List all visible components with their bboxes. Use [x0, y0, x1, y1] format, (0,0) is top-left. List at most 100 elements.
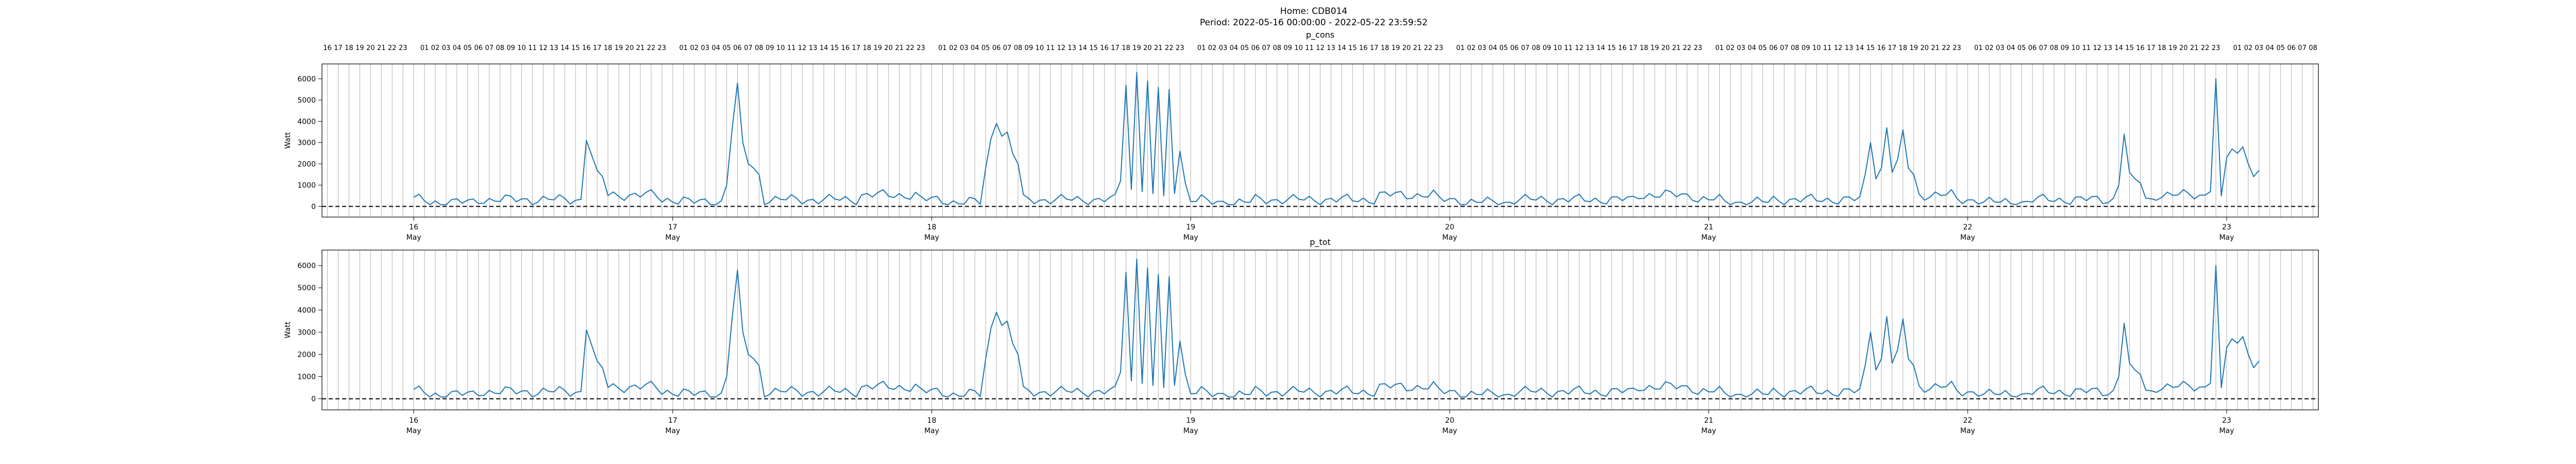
top-hour-label: 19	[615, 44, 623, 52]
top-hour-label: 22	[906, 44, 914, 52]
top-hour-label: 12	[1575, 44, 1584, 52]
top-hour-label: 16	[582, 44, 591, 52]
top-hour-label: 22	[647, 44, 656, 52]
top-hour-label: 10	[1294, 44, 1303, 52]
top-hour-label: 01	[1456, 44, 1465, 52]
panel-title: p_tot	[1310, 237, 1331, 247]
y-tick-label: 4000	[297, 118, 316, 126]
top-hour-label: 01	[420, 44, 429, 52]
y-tick-label: 1000	[297, 181, 316, 190]
top-hour-label: 18	[1899, 44, 1907, 52]
top-hour-label: 04	[453, 44, 462, 52]
top-hour-label: 20	[2179, 44, 2188, 52]
series-line	[413, 258, 2260, 397]
top-hour-label: 05	[981, 44, 990, 52]
top-hour-label: 12	[1057, 44, 1066, 52]
top-hour-label: 09	[766, 44, 774, 52]
top-hour-label: 09	[1025, 44, 1033, 52]
top-hour-label: 19	[1651, 44, 1659, 52]
x-tick-label-month: May	[1960, 234, 1975, 242]
top-hour-label: 05	[2018, 44, 2026, 52]
x-tick-label-month: May	[1442, 234, 1457, 242]
top-hour-label: 09	[2060, 44, 2069, 52]
top-hour-label: 16	[2136, 44, 2145, 52]
top-hour-label: 19	[1909, 44, 1918, 52]
top-hour-label: 15	[571, 44, 580, 52]
figure-title: Home: CDB014	[1280, 6, 1347, 16]
top-hour-label: 23	[1435, 44, 1444, 52]
top-hour-label: 07	[2039, 44, 2048, 52]
top-hour-label: 12	[1834, 44, 1843, 52]
top-hour-label: 03	[1219, 44, 1228, 52]
grid-lines	[327, 250, 2314, 410]
top-hour-label: 17	[334, 44, 343, 52]
top-hour-label: 10	[2071, 44, 2080, 52]
x-tick-label-day: 18	[927, 223, 937, 231]
y-tick-label: 2000	[297, 351, 316, 359]
top-hour-label: 04	[1230, 44, 1239, 52]
x-tick-label-day: 22	[1963, 417, 1972, 425]
top-hour-label: 10	[1036, 44, 1044, 52]
x-tick-label-month: May	[1960, 427, 1975, 435]
top-hour-label: 20	[625, 44, 634, 52]
x-tick-label-day: 16	[409, 417, 418, 425]
panel-p_tot: p_tot0100020003000400050006000Watt16May1…	[284, 237, 2319, 435]
top-hour-label: 23	[658, 44, 667, 52]
top-hour-label: 06	[733, 44, 742, 52]
top-hour-label: 15	[1607, 44, 1616, 52]
top-hour-label: 13	[1327, 44, 1335, 52]
top-hour-label: 03	[960, 44, 969, 52]
top-hour-label: 07	[1521, 44, 1530, 52]
x-tick-label-day: 17	[668, 223, 677, 231]
y-tick-label: 5000	[297, 96, 316, 105]
top-hour-label: 22	[1424, 44, 1433, 52]
top-hour-labels: 16 17 18 19 20 21 22 23 01 02 03 04 05 06 07 08 09 10 11 12…	[323, 44, 2317, 52]
top-hour-label: 03	[442, 44, 451, 52]
top-hour-label: 21	[1931, 44, 1940, 52]
top-hour-label: 22	[1165, 44, 1174, 52]
top-hour-label: 12	[2093, 44, 2102, 52]
y-axis-label: Watt	[284, 321, 292, 338]
x-tick-label-day: 22	[1963, 223, 1972, 231]
top-hour-label: 21	[1672, 44, 1681, 52]
top-hour-label: 15	[2125, 44, 2134, 52]
top-hour-label: 08	[2050, 44, 2059, 52]
x-tick-label-month: May	[406, 427, 421, 435]
top-hour-label: 01	[1715, 44, 1724, 52]
y-tick-label: 3000	[297, 139, 316, 147]
top-hour-label: 14	[1337, 44, 1346, 52]
top-hour-label: 17	[1888, 44, 1896, 52]
top-hour-label: 11	[528, 44, 537, 52]
top-hour-label: 08	[1014, 44, 1023, 52]
top-hour-label: 08	[1532, 44, 1540, 52]
top-hour-label: 11	[2082, 44, 2091, 52]
top-hour-label: 05	[2276, 44, 2285, 52]
top-hour-label: 16	[1100, 44, 1109, 52]
top-hour-label: 12	[798, 44, 807, 52]
top-hour-label: 07	[485, 44, 494, 52]
x-tick-label-month: May	[924, 234, 939, 242]
y-tick-label: 1000	[297, 373, 316, 381]
x-axis: 16 May 17 May 18 May 19 May 20 May 21 May 22 May 23 May	[406, 217, 2234, 242]
top-hour-label: 02	[2244, 44, 2253, 52]
top-hour-label: 01	[679, 44, 688, 52]
top-hour-label: 13	[809, 44, 818, 52]
top-hour-label: 08	[496, 44, 504, 52]
x-tick-label-month: May	[1183, 234, 1198, 242]
top-hour-label: 01	[1974, 44, 1983, 52]
top-hour-label: 02	[690, 44, 699, 52]
top-hour-label: 09	[1283, 44, 1292, 52]
top-hour-label: 20	[1661, 44, 1670, 52]
top-hour-label: 23	[1176, 44, 1184, 52]
x-tick-label-day: 18	[927, 417, 937, 425]
top-hour-label: 14	[1597, 44, 1605, 52]
figure-subtitle: Period: 2022-05-16 00:00:00 - 2022-05-22…	[1200, 18, 1428, 28]
top-hour-label: 10	[517, 44, 526, 52]
top-hour-label: 23	[399, 44, 408, 52]
top-hour-label: 03	[2255, 44, 2264, 52]
y-tick-label: 5000	[297, 284, 316, 292]
top-hour-label: 06	[2028, 44, 2037, 52]
top-hour-label: 22	[1942, 44, 1951, 52]
axes-frame	[321, 63, 2319, 218]
